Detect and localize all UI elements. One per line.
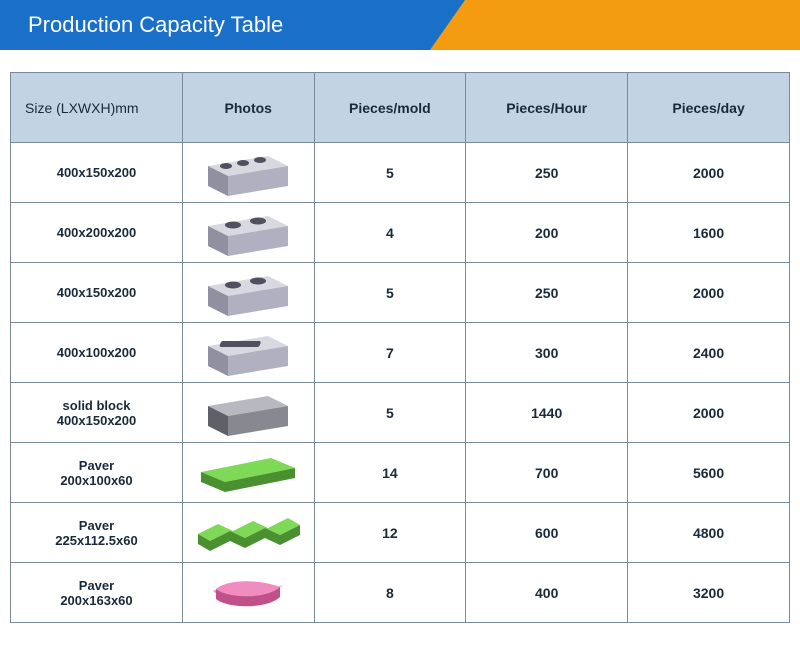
table-row: Paver225x112.5x60 126004800	[11, 503, 790, 563]
cell-size: Paver200x163x60	[11, 563, 183, 623]
size-value: 400x200x200	[11, 225, 182, 240]
cell-day: 2000	[628, 263, 790, 323]
cell-size: Paver200x100x60	[11, 443, 183, 503]
size-label: Paver	[11, 458, 182, 473]
cell-photo	[182, 443, 314, 503]
cell-size: solid block400x150x200	[11, 383, 183, 443]
cell-photo	[182, 503, 314, 563]
size-label: solid block	[11, 398, 182, 413]
block-icon	[183, 268, 314, 318]
cell-hour: 700	[466, 443, 628, 503]
cell-mold: 5	[314, 263, 466, 323]
cell-mold: 8	[314, 563, 466, 623]
size-label: Paver	[11, 518, 182, 533]
table-row: solid block400x150x200 514402000	[11, 383, 790, 443]
cell-day: 3200	[628, 563, 790, 623]
cell-hour: 400	[466, 563, 628, 623]
col-header-day: Pieces/day	[628, 73, 790, 143]
cell-photo	[182, 143, 314, 203]
cell-mold: 12	[314, 503, 466, 563]
size-value: 225x112.5x60	[11, 533, 182, 548]
block-icon	[183, 450, 314, 495]
block-icon	[183, 208, 314, 258]
table-row: Paver200x100x60 147005600	[11, 443, 790, 503]
table-row: 400x150x200 52502000	[11, 143, 790, 203]
block-icon	[183, 328, 314, 378]
capacity-table: Size (LXWXH)mm Photos Pieces/mold Pieces…	[10, 72, 790, 623]
table-body: 400x150x200 52502000400x200x200 42001600…	[11, 143, 790, 623]
cell-photo	[182, 263, 314, 323]
col-header-photos: Photos	[182, 73, 314, 143]
size-value: 400x150x200	[11, 413, 182, 428]
cell-hour: 200	[466, 203, 628, 263]
cell-size: 400x200x200	[11, 203, 183, 263]
block-icon	[183, 569, 314, 617]
cell-size: Paver225x112.5x60	[11, 503, 183, 563]
cell-hour: 300	[466, 323, 628, 383]
size-value: 400x150x200	[11, 285, 182, 300]
cell-photo	[182, 323, 314, 383]
table-row: 400x150x200 52502000	[11, 263, 790, 323]
table-header-row: Size (LXWXH)mm Photos Pieces/mold Pieces…	[11, 73, 790, 143]
cell-day: 1600	[628, 203, 790, 263]
cell-size: 400x150x200	[11, 263, 183, 323]
cell-mold: 7	[314, 323, 466, 383]
cell-mold: 4	[314, 203, 466, 263]
cell-mold: 14	[314, 443, 466, 503]
col-header-size: Size (LXWXH)mm	[11, 73, 183, 143]
block-icon	[183, 509, 314, 557]
table-row: Paver200x163x60 84003200	[11, 563, 790, 623]
cell-day: 5600	[628, 443, 790, 503]
size-value: 200x100x60	[11, 473, 182, 488]
cell-photo	[182, 563, 314, 623]
page-title: Production Capacity Table	[28, 12, 283, 38]
cell-hour: 250	[466, 143, 628, 203]
cell-mold: 5	[314, 143, 466, 203]
cell-day: 2000	[628, 383, 790, 443]
cell-photo	[182, 203, 314, 263]
capacity-table-container: Size (LXWXH)mm Photos Pieces/mold Pieces…	[0, 50, 800, 623]
size-label: Paver	[11, 578, 182, 593]
cell-day: 2000	[628, 143, 790, 203]
cell-photo	[182, 383, 314, 443]
cell-hour: 1440	[466, 383, 628, 443]
cell-hour: 600	[466, 503, 628, 563]
block-icon	[183, 388, 314, 438]
size-value: 200x163x60	[11, 593, 182, 608]
table-row: 400x200x200 42001600	[11, 203, 790, 263]
size-value: 400x150x200	[11, 165, 182, 180]
cell-day: 4800	[628, 503, 790, 563]
col-header-hour: Pieces/Hour	[466, 73, 628, 143]
col-header-mold: Pieces/mold	[314, 73, 466, 143]
block-icon	[183, 148, 314, 198]
size-value: 400x100x200	[11, 345, 182, 360]
page-header: Production Capacity Table	[0, 0, 800, 50]
cell-size: 400x150x200	[11, 143, 183, 203]
cell-size: 400x100x200	[11, 323, 183, 383]
cell-hour: 250	[466, 263, 628, 323]
header-title-bar: Production Capacity Table	[0, 0, 430, 50]
cell-mold: 5	[314, 383, 466, 443]
cell-day: 2400	[628, 323, 790, 383]
table-row: 400x100x200 73002400	[11, 323, 790, 383]
header-diagonal	[430, 0, 465, 50]
